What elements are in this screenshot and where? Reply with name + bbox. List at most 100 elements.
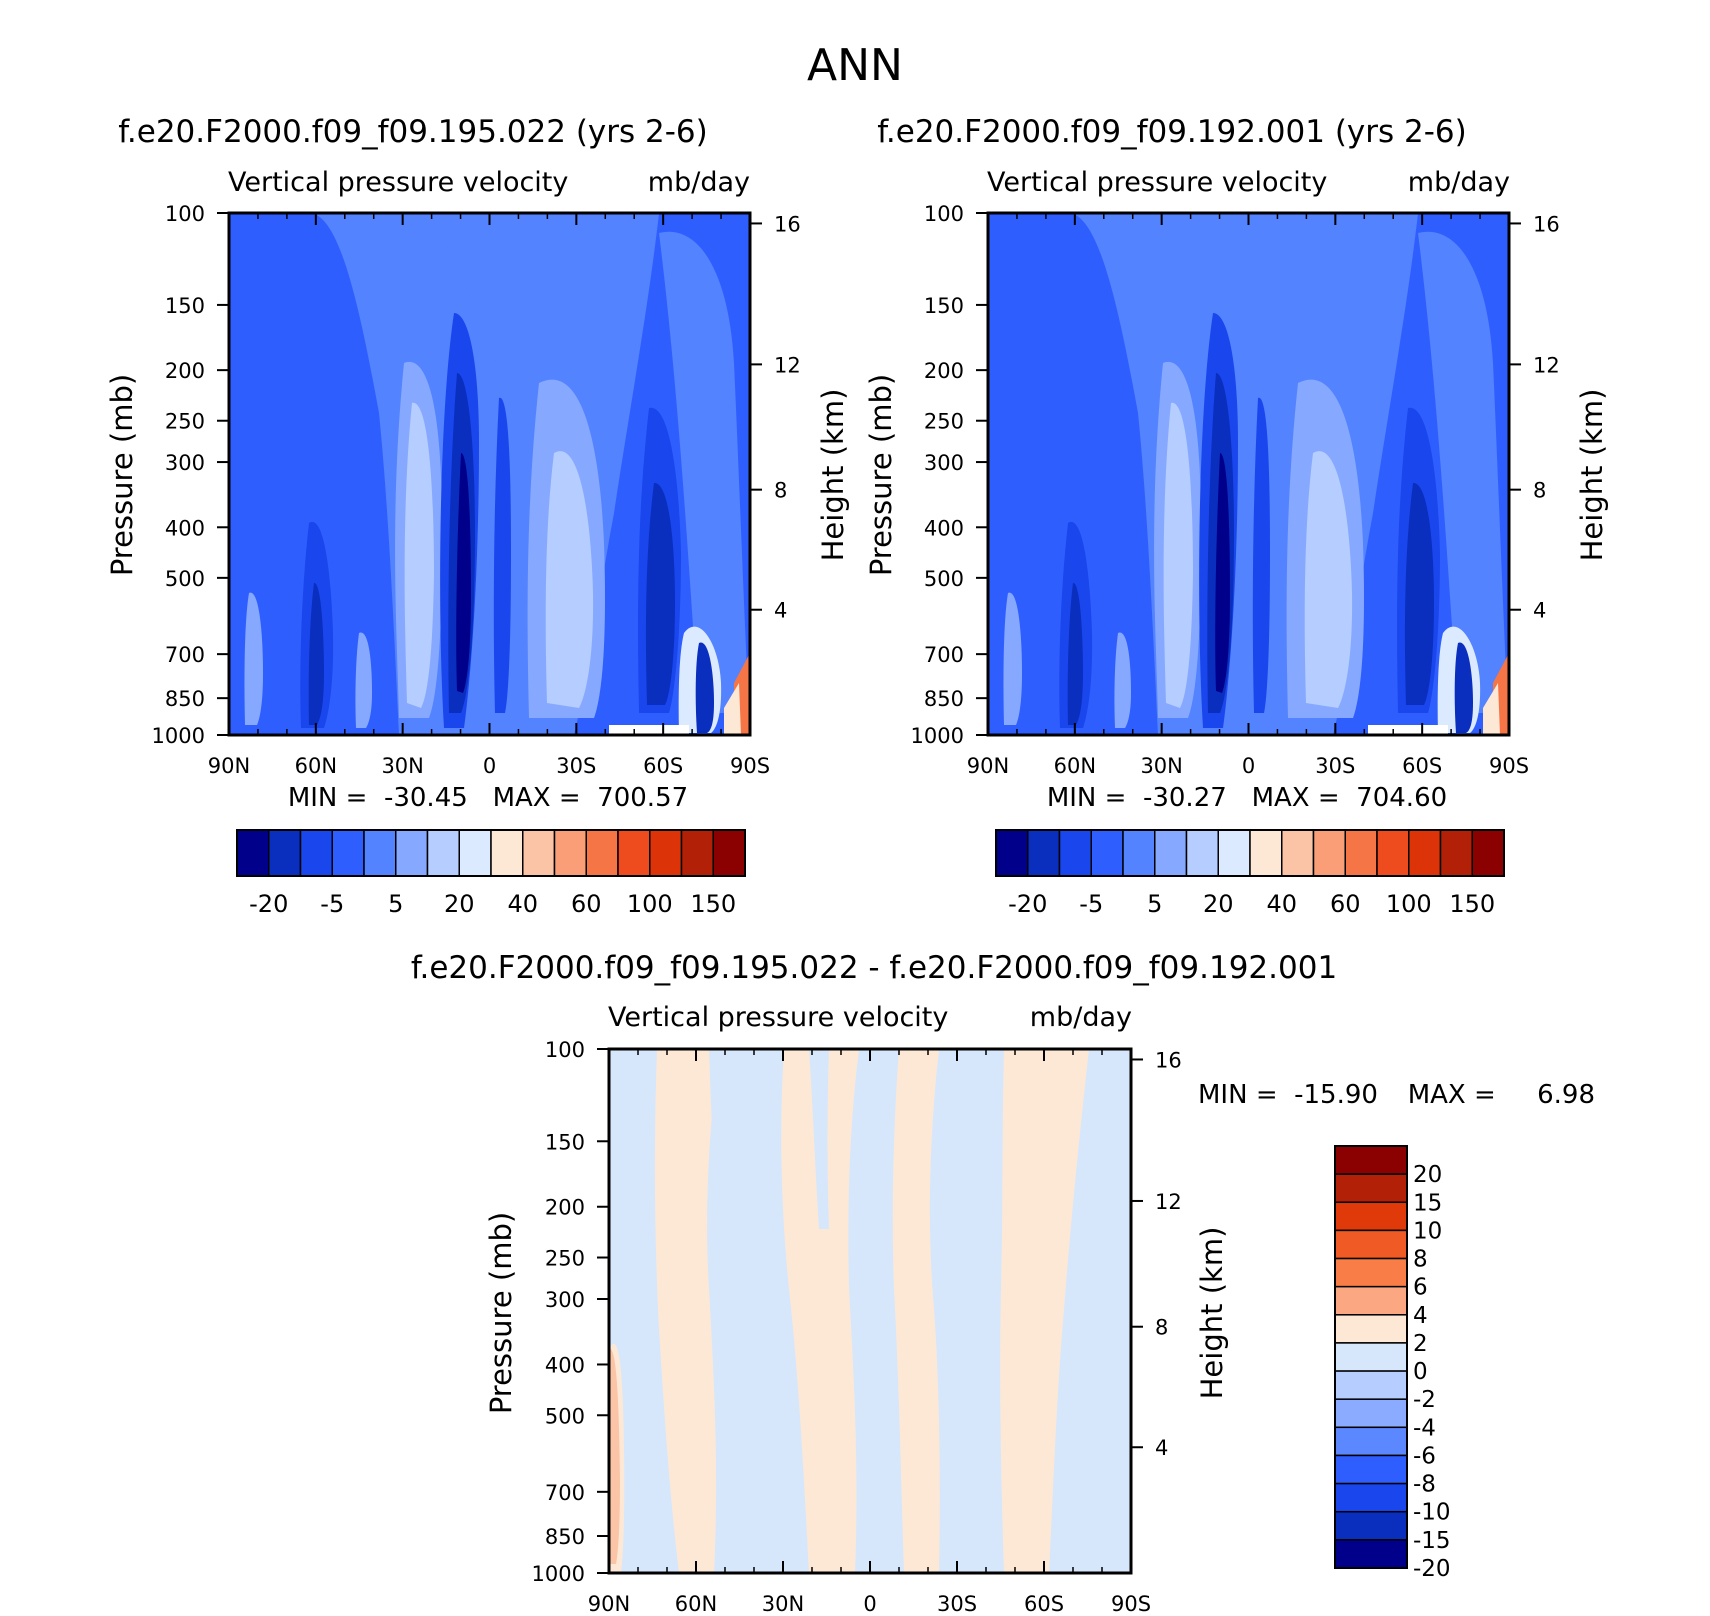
colorbar-box [1058, 829, 1092, 877]
height-tick-label: 4 [1533, 599, 1546, 623]
contour-region [1404, 482, 1434, 705]
panel-2-stats: MIN = -30.27 MAX = 704.60 [1047, 783, 1447, 813]
colorbar-frame [1334, 1145, 1408, 1569]
height-tick-label: 12 [1155, 1190, 1182, 1214]
y-tick-label: 500 [545, 1404, 585, 1428]
colorbar-label: 5 [1147, 890, 1162, 918]
colorbar-box [490, 829, 524, 877]
panel-1-plot-area: 100 150 200 250 300 400 500 700 850 1000 4 8 12 16 90N… [152, 202, 801, 778]
colorbar-box [1334, 1454, 1408, 1485]
panel-1-subtitle-left: Vertical pressure velocity [228, 167, 568, 198]
y-tick-label: 250 [924, 410, 964, 434]
colorbar-label: 60 [571, 890, 602, 918]
colorbar-box [1122, 829, 1156, 877]
x-tick-label: 90N [588, 1592, 630, 1616]
colorbar-box [1334, 1398, 1408, 1429]
panel-2-pressure-label: Pressure (mb) [864, 374, 898, 576]
panel-3-subtitle-left: Vertical pressure velocity [608, 1002, 948, 1033]
y-tick-label: 700 [545, 1481, 585, 1505]
y-tick-label: 500 [924, 567, 964, 591]
colorbar-box [1334, 1426, 1408, 1457]
colorbar-label: -5 [1079, 890, 1103, 918]
y-tick-label: 700 [165, 643, 205, 667]
colorbar-label: -10 [1413, 1500, 1451, 1526]
colorbar-box [995, 829, 1029, 877]
colorbar-box [363, 829, 397, 877]
panel-3-subtitle-right: mb/day [1030, 1002, 1132, 1033]
contour-region [709, 1049, 749, 1229]
y-tick-label: 300 [165, 451, 205, 475]
contour-region [645, 482, 675, 705]
colorbar-label: 40 [507, 890, 538, 918]
colorbar-box [1334, 1257, 1408, 1288]
contour-region [892, 1049, 940, 1573]
panel-1-field [229, 213, 750, 735]
y-tick-label: 200 [545, 1196, 585, 1220]
x-tick-label: 90N [967, 754, 1009, 778]
colorbar-box [1334, 1370, 1408, 1400]
contour-region [1215, 453, 1230, 693]
colorbar-box [268, 829, 302, 877]
colorbar-box [1334, 1229, 1408, 1260]
x-tick-label: 30S [556, 754, 596, 778]
y-tick-label: 400 [545, 1353, 585, 1377]
height-tick-label: 16 [774, 212, 801, 236]
panel-3-ticks: 100 150 200 250 300 400 500 700 850 1000 4 8 12 16 90N… [532, 1038, 1182, 1616]
height-tick-label: 8 [774, 479, 787, 503]
colorbar-label: -20 [1413, 1556, 1451, 1582]
colorbar-box [426, 829, 460, 877]
colorbar-box [1154, 829, 1188, 877]
colorbar-label: 20 [444, 890, 475, 918]
x-tick-label: 30N [762, 1592, 804, 1616]
colorbar-box [1439, 829, 1473, 877]
x-tick-label: 0 [1242, 754, 1255, 778]
x-tick-label: 60S [1402, 754, 1442, 778]
colorbar-box [1334, 1145, 1408, 1175]
x-tick-label: 90S [1489, 754, 1529, 778]
colorbar-box [1471, 829, 1505, 877]
colorbar-box [522, 829, 556, 877]
colorbar-box [1334, 1285, 1408, 1316]
contour-region [1000, 1049, 1089, 1573]
colorbar-frame [236, 829, 746, 877]
height-tick-label: 12 [774, 353, 801, 377]
colorbar-label: 150 [690, 890, 736, 918]
y-tick-label: 100 [545, 1038, 585, 1062]
x-tick-label: 90S [730, 754, 770, 778]
colorbar-box [1249, 829, 1283, 877]
panel-2-title: f.e20.F2000.f09_f09.192.001 (yrs 2-6) [877, 114, 1467, 150]
colorbar-label: 60 [1330, 890, 1361, 918]
colorbar-label: 20 [1203, 890, 1234, 918]
y-tick-label: 850 [924, 687, 964, 711]
y-tick-label: 150 [545, 1130, 585, 1154]
y-tick-label: 1000 [911, 724, 964, 748]
colorbar-label: -2 [1413, 1387, 1436, 1413]
colorbar-label: -15 [1413, 1528, 1451, 1554]
colorbar-label: 100 [1386, 890, 1432, 918]
contour-region [1067, 582, 1083, 725]
x-tick-label: 60S [643, 754, 683, 778]
panel-1-colorbar: -20 -5 5 20 40 60 100 150 [236, 829, 746, 918]
colorbar-box [1217, 829, 1251, 877]
x-tick-label: 30S [1315, 754, 1355, 778]
colorbar-box [236, 829, 270, 877]
height-tick-label: 8 [1533, 479, 1546, 503]
colorbar-box [1334, 1201, 1408, 1232]
contour-region [781, 1049, 859, 1573]
colorbar-box [1185, 829, 1219, 877]
colorbar-label: -20 [1008, 890, 1047, 918]
panel-1-subtitle-right: mb/day [648, 167, 750, 198]
colorbar-box [1334, 1173, 1408, 1204]
contour-region [659, 231, 749, 714]
colorbar-box [617, 829, 651, 877]
contour-region [1163, 402, 1193, 708]
colorbar-box [585, 829, 619, 877]
colorbar-label: 8 [1413, 1247, 1428, 1273]
contour-region [404, 402, 434, 708]
panel-2-height-label: Height (km) [1575, 389, 1609, 562]
height-tick-label: 16 [1533, 212, 1560, 236]
x-tick-label: 90N [208, 754, 250, 778]
panel-3-stats-max: MAX = 6.98 [1408, 1080, 1595, 1110]
x-tick-label: 30N [1140, 754, 1182, 778]
colorbar-box [1334, 1510, 1408, 1541]
